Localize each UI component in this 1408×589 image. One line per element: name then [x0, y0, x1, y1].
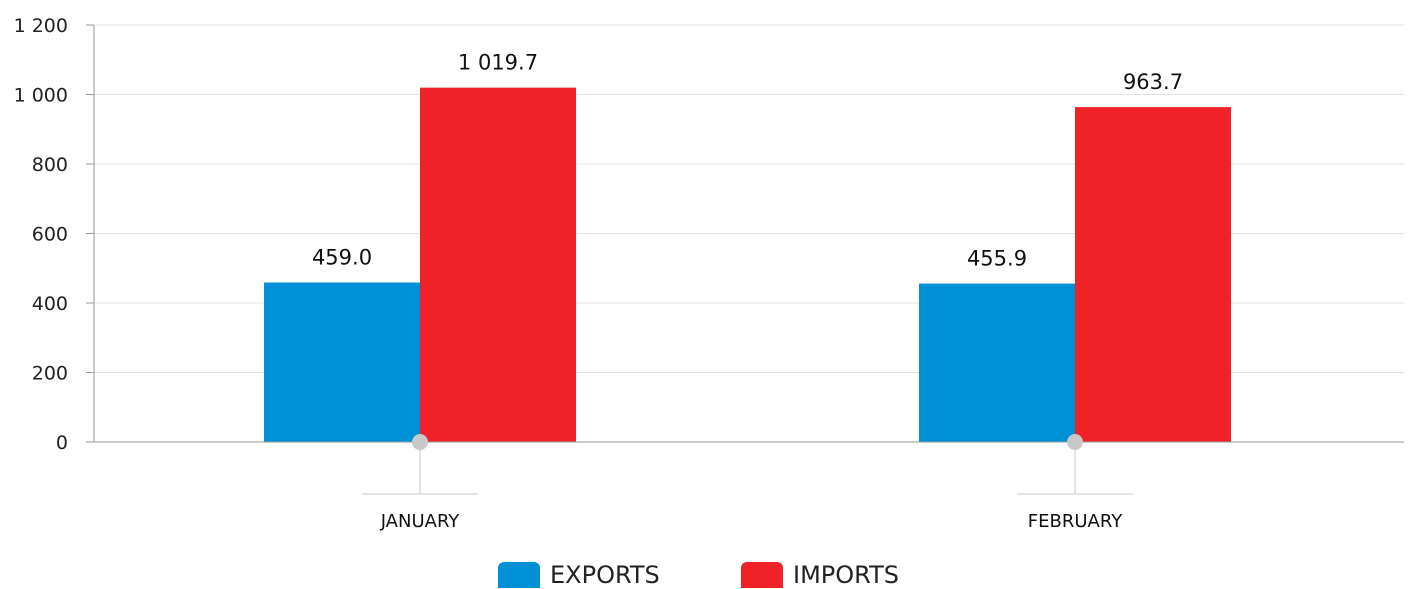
bar-chart-svg: 0 200 400 600 800 1 000 1 200 459.0 1 019.7 455.9…: [14, 15, 1404, 532]
category-marker-dot: [412, 434, 428, 450]
legend-swatch-imports: [741, 562, 783, 588]
legend-swatch-exports: [498, 562, 540, 588]
data-label-exports-february: 455.9: [967, 247, 1027, 271]
category-marker-dot: [1067, 434, 1083, 450]
legend: EXPORTS IMPORTS: [0, 562, 1408, 588]
y-tick-label: 600: [32, 224, 68, 246]
y-tick-label: 200: [32, 363, 68, 385]
legend-label-imports: IMPORTS: [793, 561, 899, 589]
bar-exports-january: [264, 282, 420, 442]
data-label-imports-february: 963.7: [1123, 70, 1183, 94]
data-label-exports-january: 459.0: [312, 245, 372, 269]
data-label-imports-january: 1 019.7: [458, 51, 538, 75]
x-category-label: JANUARY: [380, 511, 461, 532]
legend-item-exports: EXPORTS: [498, 562, 660, 588]
y-tick-label: 1 000: [14, 85, 68, 107]
y-tick-label: 800: [32, 154, 68, 176]
y-tick-label: 1 200: [14, 15, 68, 37]
y-tick-label: 400: [32, 293, 68, 315]
bar-imports-january: [420, 87, 576, 443]
bar-imports-february: [1075, 107, 1231, 442]
y-tick-label: 0: [56, 432, 68, 454]
legend-label-exports: EXPORTS: [550, 561, 660, 589]
legend-item-imports: IMPORTS: [741, 562, 899, 588]
x-category-label: FEBRUARY: [1028, 511, 1123, 532]
bar-exports-february: [919, 283, 1075, 442]
